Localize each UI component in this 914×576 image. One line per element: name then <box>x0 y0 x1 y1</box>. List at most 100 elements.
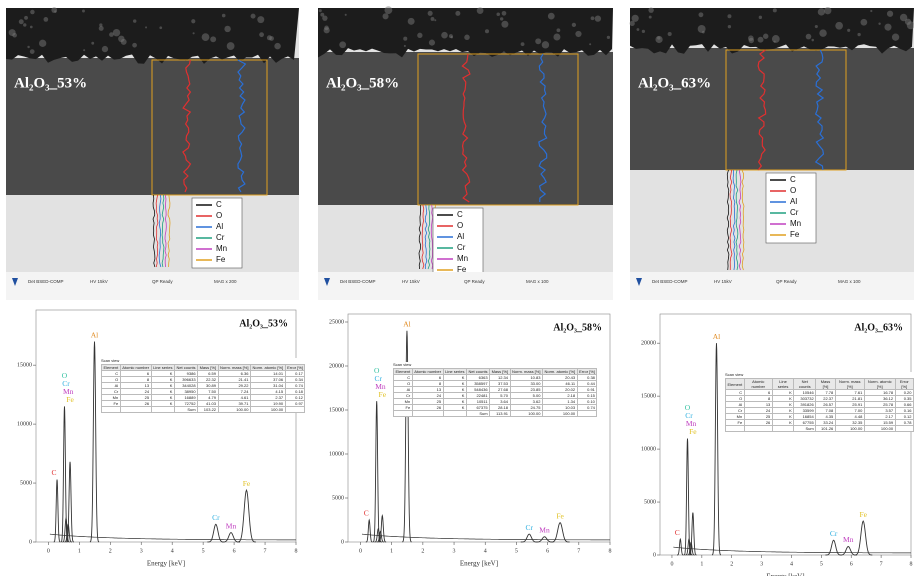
spectrum-peak <box>550 522 570 543</box>
sem-grain <box>83 49 86 52</box>
legend-label: Al <box>216 222 223 231</box>
spectrum-title: Al₂O₃_58% <box>553 322 602 333</box>
peak-label: Al <box>403 320 411 329</box>
sem-grain <box>697 24 706 33</box>
legend-label: O <box>790 186 796 195</box>
sem-grain <box>417 32 423 39</box>
sem-grain <box>805 33 812 40</box>
scan-profile <box>814 49 825 171</box>
sem-grain <box>757 36 764 43</box>
table-cell: Sum <box>173 406 199 413</box>
sem-grain <box>891 33 900 41</box>
table-cell: 101.26 <box>815 425 836 432</box>
table-header: Atomic number <box>743 378 773 390</box>
x-tick-label: 6 <box>233 548 236 554</box>
table-cell: 100.00 <box>541 410 578 417</box>
table-cell <box>576 410 598 417</box>
sem-grain <box>132 42 137 48</box>
info-icon <box>636 278 642 286</box>
sem-grain <box>501 20 509 28</box>
table-cell: Sum <box>793 425 817 432</box>
spectrum-peak <box>237 488 256 543</box>
sem-grain <box>556 28 561 33</box>
sem-grain <box>814 24 818 29</box>
sem-grain <box>499 17 504 21</box>
sem-grain <box>448 34 453 39</box>
sem-grain <box>594 15 602 22</box>
table-cell: 113.91 <box>489 410 511 417</box>
y-tick-label: 25000 <box>329 319 344 325</box>
sem-grain <box>257 16 265 24</box>
sem-grain <box>320 12 325 17</box>
spectrum-title: Al₂O₃_53% <box>239 318 288 329</box>
peak-label: Al <box>91 330 99 339</box>
sem-grain <box>428 39 436 46</box>
sem-grain <box>553 33 561 41</box>
table-cell <box>771 425 795 432</box>
sem-grain <box>884 23 892 31</box>
sem-grain <box>191 19 196 24</box>
sem-grain <box>18 19 24 25</box>
x-tick-label: 5 <box>515 548 518 554</box>
sem-grain <box>99 23 103 27</box>
legend-box <box>432 207 484 279</box>
table-caption: Scan view <box>725 372 744 377</box>
sem-grain <box>857 32 861 37</box>
x-tick-label: 2 <box>421 548 424 554</box>
peak-label: Fe <box>243 479 251 488</box>
sem-grain <box>811 38 815 42</box>
spectrum-peak <box>207 523 225 543</box>
sem-grain <box>38 39 47 48</box>
sem-grain <box>27 45 30 49</box>
sem-grain <box>226 42 235 50</box>
legend-label: Cr <box>216 233 225 242</box>
sem-grain <box>501 10 507 16</box>
sem-grain <box>441 31 448 39</box>
scan-profile <box>430 204 434 270</box>
table-cell <box>393 410 413 417</box>
peak-label: Mn <box>686 419 697 428</box>
sem-grain <box>847 28 851 32</box>
sem-grain <box>870 9 873 13</box>
sem-grain <box>886 10 894 17</box>
table-cell <box>101 406 121 413</box>
table-header: Net counts <box>793 378 817 390</box>
peak-label: Mn <box>226 521 237 530</box>
sem-grain <box>112 28 121 37</box>
info-text: QP Ready <box>464 279 485 284</box>
sem-grain <box>192 32 195 35</box>
y-tick-label: 15000 <box>641 394 656 400</box>
scan-frame <box>725 49 847 171</box>
spectrum-frame <box>659 313 912 556</box>
sem-grain <box>496 12 501 17</box>
table-header: Norm. atomic [%] <box>249 364 286 371</box>
sem-grain <box>547 12 555 20</box>
scan-profile <box>161 194 165 268</box>
sem-grain <box>12 32 17 38</box>
spectrum-peak <box>53 479 61 543</box>
legend-label: Mn <box>216 244 227 253</box>
table-header: Norm. atomic [%] <box>541 368 578 375</box>
info-text: QP Ready <box>152 279 173 284</box>
sem-grain <box>269 36 274 41</box>
sem-grain <box>82 9 85 13</box>
table-header: Element <box>101 364 121 371</box>
spectrum-peak <box>378 514 387 543</box>
spectrum-title: Al₂O₃_63% <box>854 322 903 333</box>
table-caption: Scan view <box>101 358 120 363</box>
sem-grain <box>589 43 592 46</box>
sem-grain <box>484 29 490 34</box>
spectrum-peak <box>685 538 693 556</box>
x-tick-label: 3 <box>453 548 456 554</box>
sem-grain <box>30 9 35 15</box>
sem-grain <box>133 19 137 23</box>
sem-grain <box>590 16 595 21</box>
sem-grain <box>899 13 908 22</box>
x-tick-label: 1 <box>390 548 393 554</box>
sem-grain <box>407 17 415 25</box>
spectrum-frame <box>35 309 297 543</box>
scan-frame <box>417 53 579 206</box>
sem-grain <box>667 32 672 37</box>
info-text: MAG x 100 <box>838 279 861 284</box>
